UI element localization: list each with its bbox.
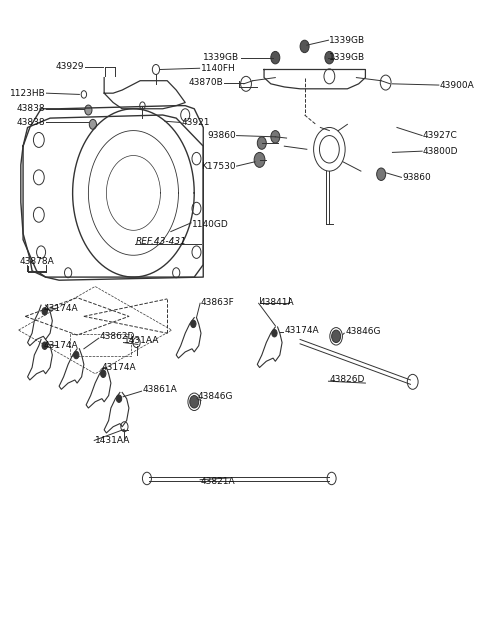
Text: 43841A: 43841A xyxy=(260,298,294,306)
Circle shape xyxy=(191,320,196,328)
Circle shape xyxy=(73,351,79,359)
Text: 43862D: 43862D xyxy=(100,332,135,341)
Text: 43927C: 43927C xyxy=(423,131,458,140)
Text: 43826D: 43826D xyxy=(329,376,365,384)
Text: 43900A: 43900A xyxy=(440,81,474,89)
Circle shape xyxy=(377,168,385,181)
Text: 43846G: 43846G xyxy=(345,327,381,336)
Circle shape xyxy=(42,342,48,350)
Text: 1431AA: 1431AA xyxy=(124,336,160,345)
Text: 43174A: 43174A xyxy=(102,363,136,372)
Text: 43821A: 43821A xyxy=(201,477,236,486)
Text: 1339GB: 1339GB xyxy=(203,53,239,62)
Circle shape xyxy=(325,52,334,64)
Text: 1123HB: 1123HB xyxy=(10,89,46,97)
Text: 43861A: 43861A xyxy=(143,385,177,394)
Text: K17530: K17530 xyxy=(201,162,236,170)
Text: 43838: 43838 xyxy=(17,104,46,113)
Text: 93860: 93860 xyxy=(402,173,431,182)
Circle shape xyxy=(272,330,277,337)
Text: 43929: 43929 xyxy=(55,62,84,72)
Text: 43878A: 43878A xyxy=(20,257,55,266)
Text: 43921: 43921 xyxy=(181,118,210,127)
Text: 43838: 43838 xyxy=(17,118,46,127)
Circle shape xyxy=(190,396,199,408)
Text: 43863F: 43863F xyxy=(201,298,235,306)
Circle shape xyxy=(271,52,280,64)
Text: 1140GD: 1140GD xyxy=(192,220,229,228)
Circle shape xyxy=(332,330,341,343)
Circle shape xyxy=(85,105,92,115)
Text: 1339GB: 1339GB xyxy=(329,53,365,62)
Circle shape xyxy=(116,395,122,403)
Text: 1431AA: 1431AA xyxy=(95,436,131,445)
Text: 43870B: 43870B xyxy=(189,78,224,87)
Text: REF.43-431: REF.43-431 xyxy=(136,237,187,246)
Text: 1339GB: 1339GB xyxy=(329,36,365,45)
Circle shape xyxy=(300,40,309,53)
Text: 1140FH: 1140FH xyxy=(201,64,236,73)
Text: 43174A: 43174A xyxy=(43,304,78,313)
Circle shape xyxy=(271,131,280,143)
Circle shape xyxy=(42,308,48,315)
Text: 43846G: 43846G xyxy=(198,392,233,401)
Text: 43174A: 43174A xyxy=(284,326,319,335)
Text: 43800D: 43800D xyxy=(423,147,458,155)
Text: 43174A: 43174A xyxy=(43,341,78,350)
Circle shape xyxy=(257,137,266,149)
Circle shape xyxy=(89,120,96,130)
Circle shape xyxy=(100,370,106,377)
Text: 93860: 93860 xyxy=(207,131,236,140)
Circle shape xyxy=(254,152,265,167)
